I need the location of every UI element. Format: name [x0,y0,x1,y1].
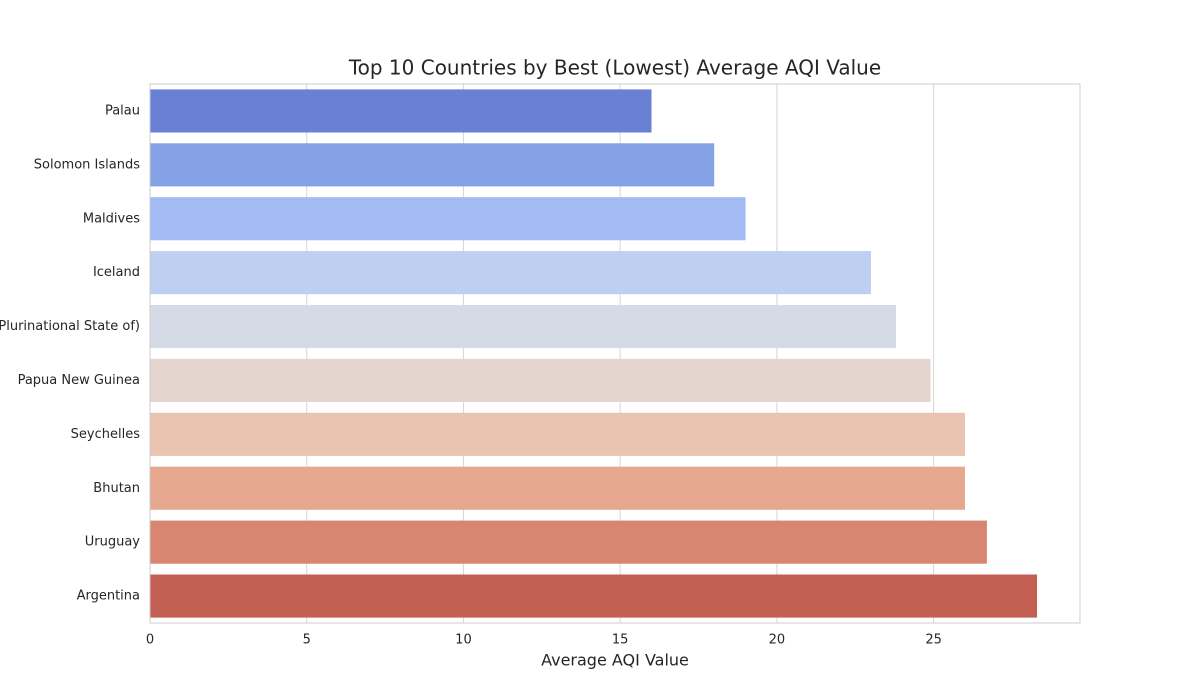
bar [150,466,965,510]
plot-frame [149,83,1081,624]
x-tick-label: 0 [146,633,154,648]
y-tick-label: Papua New Guinea [18,373,140,388]
bar [150,251,871,295]
x-tick-label: 20 [769,633,786,648]
y-tick-label: Maldives [83,211,140,226]
bar [150,197,746,241]
bar [150,358,931,403]
x-tick-label: 25 [925,633,942,648]
bar [150,89,652,133]
chart-title: Top 10 Countries by Best (Lowest) Averag… [348,56,881,80]
bar [150,412,965,456]
x-tick-label: 10 [455,633,472,648]
y-tick-label: Uruguay [85,535,141,550]
y-tick-label: Iceland [93,265,140,280]
y-tick-label: Solomon Islands [34,157,140,172]
bar [150,574,1038,618]
y-tick-label: Palau [105,103,140,118]
bar [150,520,987,564]
y-tick-label: Argentina [77,589,140,604]
bar [150,143,715,187]
bar [150,304,897,349]
y-tick-label: Bhutan [93,481,140,496]
x-axis-label: Average AQI Value [541,651,689,670]
y-tick-label: Seychelles [71,427,141,442]
y-tick-label: Bolivia (Plurinational State of) [0,319,140,334]
x-tick-label: 5 [303,633,311,648]
x-tick-label: 15 [612,633,629,648]
